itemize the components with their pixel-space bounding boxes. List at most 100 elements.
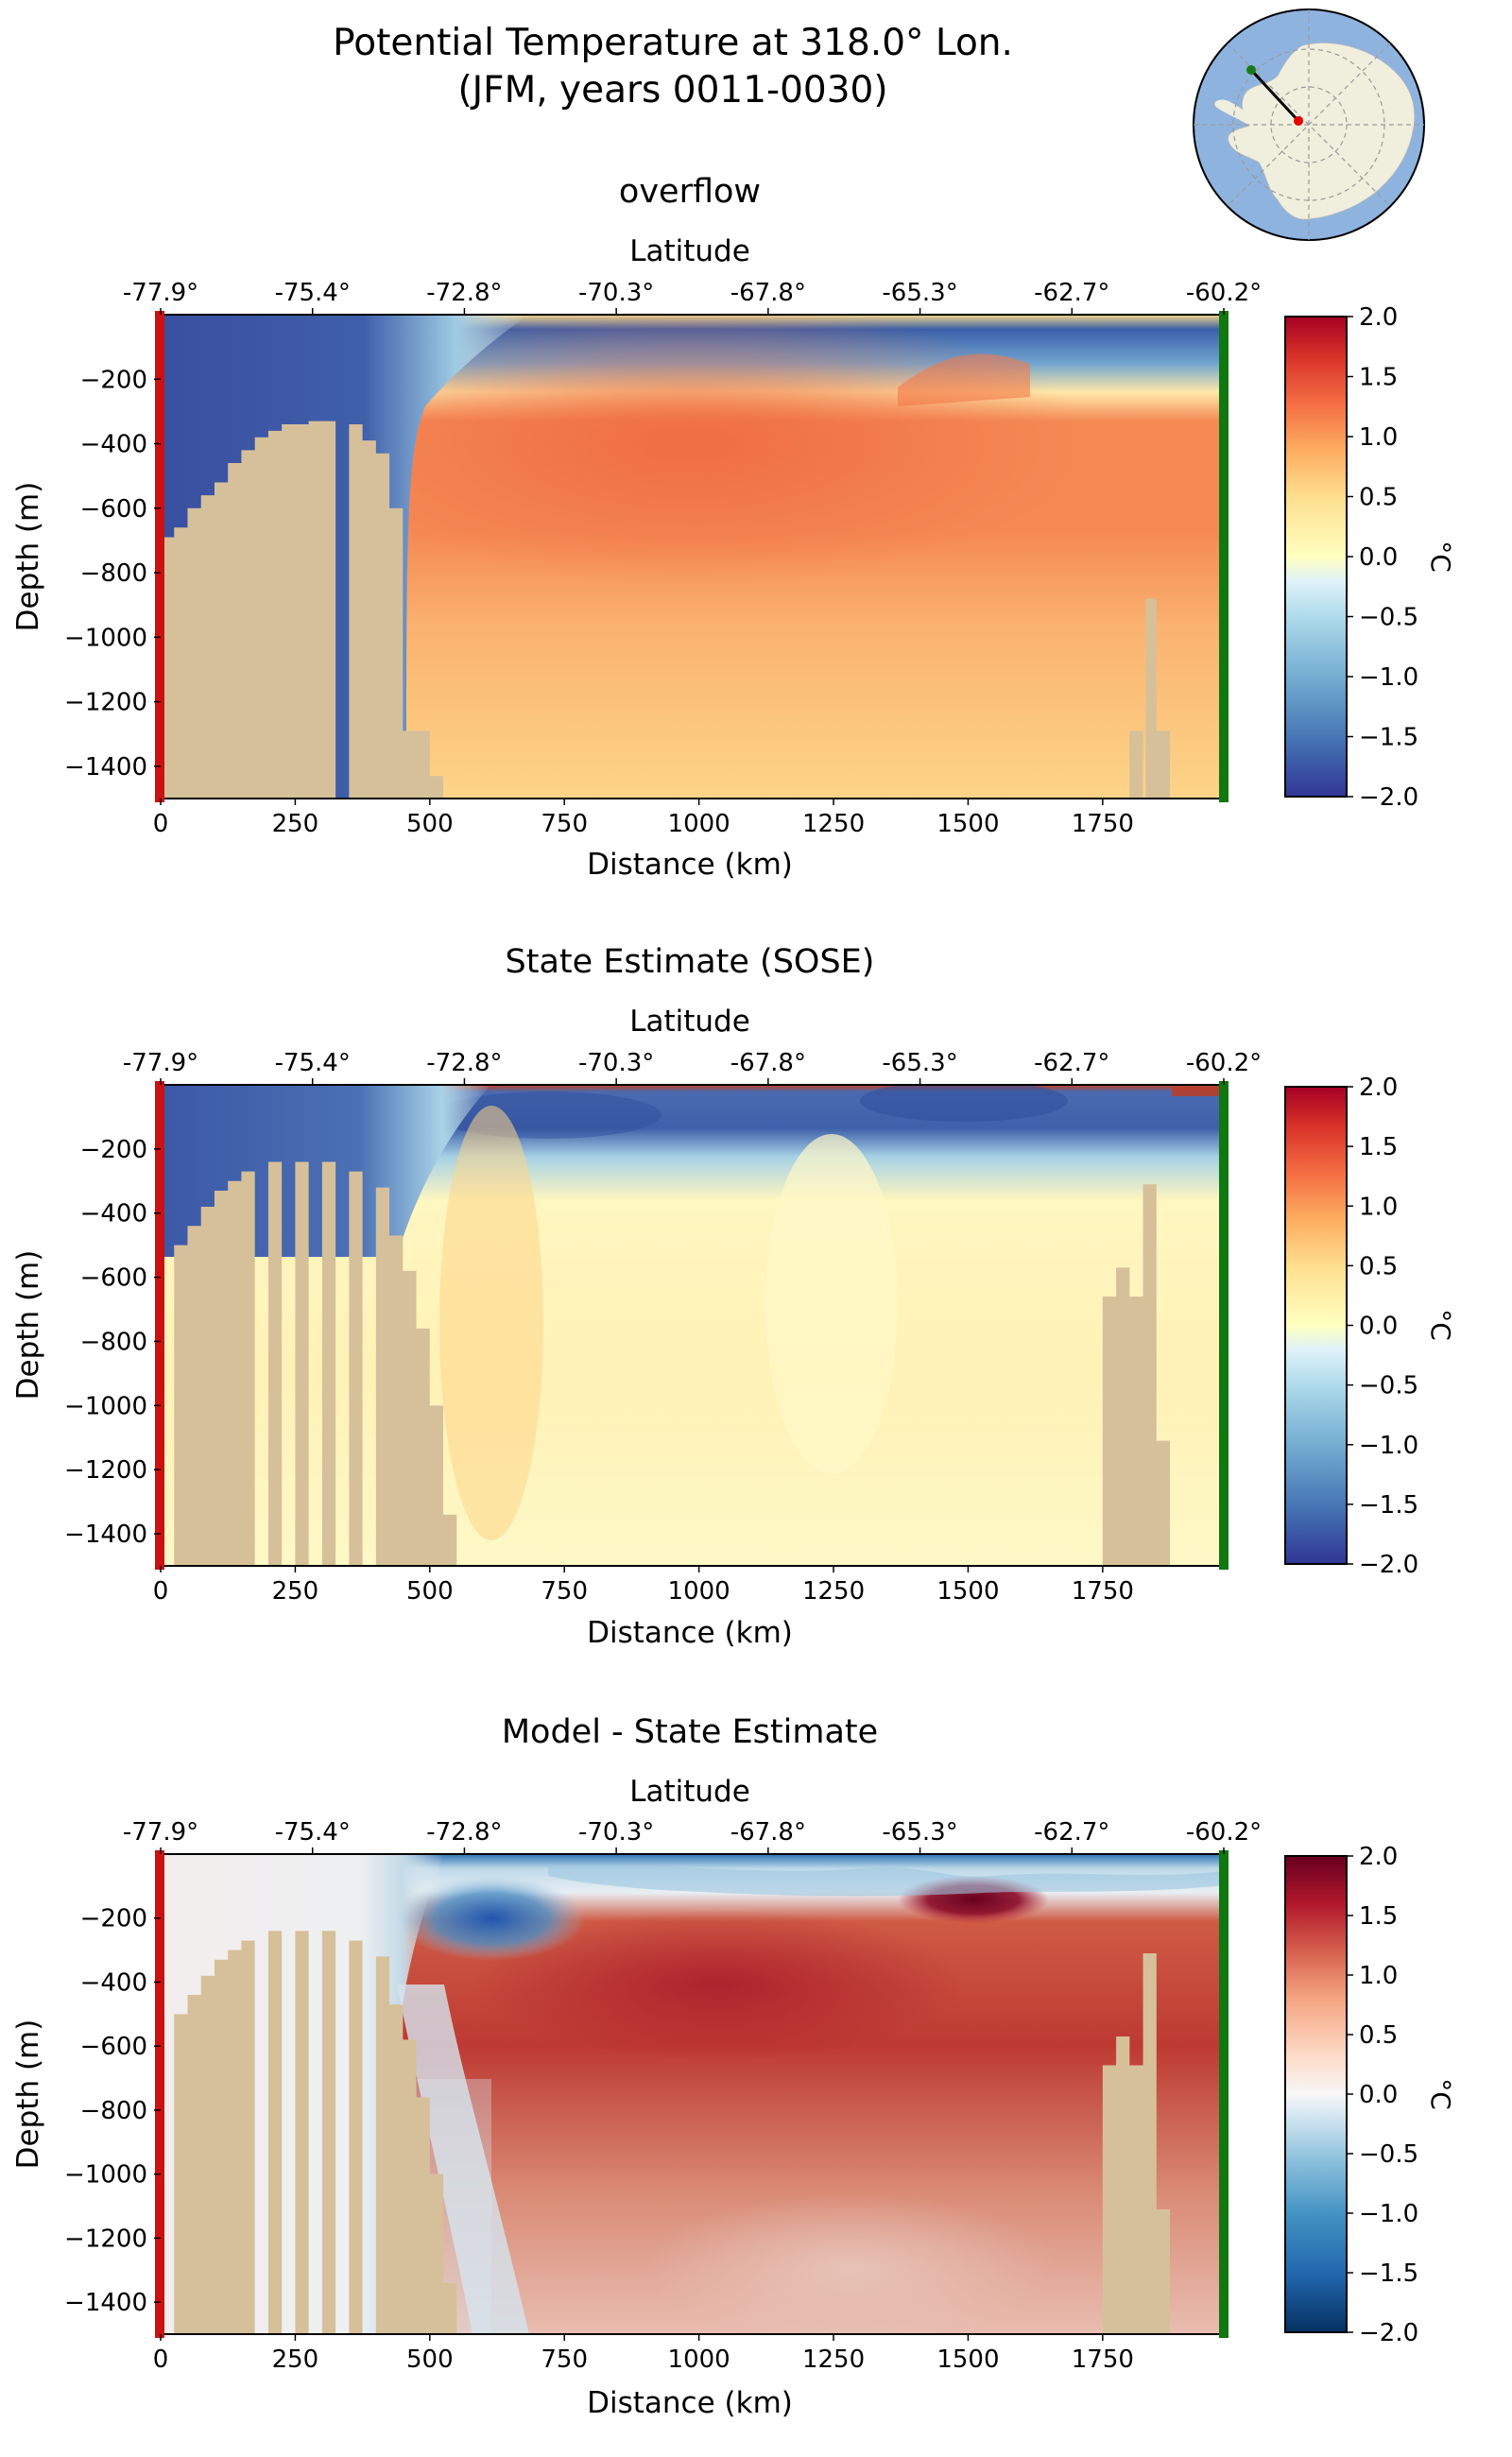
latitude-tick-label: -65.3° [882, 1818, 957, 1847]
x-tick-label: 250 [272, 810, 319, 838]
x-axis-title: Distance (km) [587, 2386, 793, 2420]
colorbar-tick-label: 0.0 [1359, 1313, 1398, 1341]
section-end-bar [1219, 1850, 1228, 2338]
latitude-tick-label: -60.2° [1186, 1818, 1262, 1847]
x-axis-title: Distance (km) [587, 1616, 793, 1650]
y-tick-label: −800 [80, 2097, 147, 2125]
panel-overflow: overflow Latitude 0 250 500 750 1000 1250 1500… [11, 173, 1456, 882]
figure-title-line1: Potential Temperature at 318.0° Lon. [333, 22, 1013, 64]
colorbar-label: °C [1425, 1309, 1456, 1341]
x-tick-label: 1750 [1072, 2345, 1134, 2374]
x-tick-label: 500 [406, 810, 454, 838]
y-tick-label: −600 [80, 495, 147, 524]
y-tick-label: −200 [80, 1136, 147, 1164]
y-tick-label: −600 [80, 1264, 147, 1293]
temperature-field [161, 1085, 1224, 1566]
y-tick-label: −1200 [64, 1456, 147, 1485]
x-tick-label: 1250 [802, 810, 865, 838]
colorbar-tick-label: −1.5 [1359, 1491, 1418, 1520]
latitude-tick-label: -70.3° [578, 1049, 654, 1077]
y-tick-label: −200 [80, 366, 147, 394]
colorbar-tick-label: 0.0 [1359, 2081, 1398, 2109]
section-end-marker [1246, 65, 1256, 75]
axes: 0 250 500 750 1000 1250 1500 1750 −200 −400 −600 −8… [64, 1818, 1262, 2374]
colorbar-tick-label: 1.0 [1359, 1962, 1398, 1990]
colorbar-tick-label: 0.5 [1359, 1252, 1398, 1280]
panel-model-minus-estimate: Model - State Estimate Latitude 0 250 500 7… [11, 1713, 1456, 2420]
x-tick-label: 1500 [936, 810, 999, 838]
colorbar-tick-label: 0.5 [1359, 2021, 1398, 2050]
axes: 0 250 500 750 1000 1250 1500 1750 −200 −400 −600 −8… [64, 1049, 1262, 1606]
colorbar-tick-label: 0.0 [1359, 543, 1398, 572]
latitude-tick-label: -70.3° [578, 1818, 654, 1847]
panel-title: overflow [619, 173, 761, 211]
colorbar-label: °C [1425, 541, 1456, 573]
top-axis-title: Latitude [629, 234, 750, 268]
x-tick-label: 1500 [936, 1577, 999, 1606]
y-tick-label: −1000 [64, 1392, 147, 1420]
x-tick-label: 1500 [936, 2345, 999, 2374]
latitude-tick-label: -62.7° [1034, 1049, 1109, 1077]
bathymetry [161, 1931, 1171, 2334]
colorbar-tick-label: −0.5 [1359, 604, 1418, 632]
colorbar-tick-label: −1.0 [1359, 663, 1418, 692]
latitude-tick-label: -77.9° [123, 1049, 198, 1077]
y-tick-label: −400 [80, 431, 147, 459]
y-tick-label: −1400 [64, 1521, 147, 1549]
x-tick-label: 500 [406, 2345, 454, 2374]
latitude-tick-label: -67.8° [730, 279, 806, 307]
colorbar-tick-label: 2.0 [1359, 303, 1398, 332]
colorbar-ticks: 2.0 1.5 1.0 0.5 0.0 −0.5 −1.0 −1.5 −2.0 [1347, 1843, 1418, 2347]
colorbar-tick-label: 1.5 [1359, 1133, 1398, 1161]
colorbar-ticks: 2.0 1.5 1.0 0.5 0.0 −0.5 −1.0 −1.5 −2.0 [1347, 1074, 1418, 1579]
x-tick-label: 750 [541, 810, 588, 838]
colorbar-tick-label: 0.5 [1359, 484, 1398, 512]
x-tick-label: 0 [153, 2345, 169, 2374]
antarctica-map-icon [1193, 9, 1425, 241]
colorbar-tick-label: 1.0 [1359, 1193, 1398, 1221]
x-tick-label: 1000 [668, 2345, 730, 2374]
colorbar-tick-label: −1.5 [1359, 2259, 1418, 2288]
latitude-tick-label: -72.8° [426, 279, 502, 307]
y-tick-label: −800 [80, 559, 147, 588]
colorbar [1284, 316, 1348, 798]
x-tick-label: 1000 [668, 810, 730, 838]
x-tick-label: 1000 [668, 1577, 730, 1606]
temperature-field [161, 315, 1224, 799]
x-tick-label: 750 [541, 2345, 588, 2374]
latitude-tick-label: -77.9° [123, 279, 198, 307]
x-tick-label: 750 [541, 1577, 588, 1606]
latitude-tick-label: -60.2° [1186, 1049, 1262, 1077]
latitude-tick-label: -65.3° [882, 279, 957, 307]
x-tick-label: 500 [406, 1577, 454, 1606]
section-start-bar [155, 1081, 164, 1570]
temperature-anomaly-field [161, 1854, 1224, 2334]
x-tick-label: 1250 [802, 2345, 865, 2374]
colorbar-tick-label: −1.0 [1359, 1432, 1418, 1460]
bathymetry [161, 1161, 1171, 1566]
colorbar-tick-label: −1.5 [1359, 724, 1418, 752]
latitude-tick-label: -60.2° [1186, 279, 1262, 307]
colorbar-tick-label: −2.0 [1359, 783, 1418, 812]
x-tick-label: 0 [153, 810, 169, 838]
y-tick-label: −1400 [64, 753, 147, 782]
colorbar-tick-label: 2.0 [1359, 1074, 1398, 1102]
colorbar-tick-label: −0.5 [1359, 1372, 1418, 1400]
section-end-bar [1219, 1081, 1228, 1570]
colorbar [1284, 1086, 1348, 1565]
top-axis-title: Latitude [629, 1775, 750, 1809]
x-tick-label: 1750 [1072, 1577, 1134, 1606]
y-tick-label: −400 [80, 1200, 147, 1228]
panel-title: Model - State Estimate [502, 1713, 878, 1751]
y-tick-label: −400 [80, 1968, 147, 1997]
panel-state-estimate: State Estimate (SOSE) Latitude 0 250 500 75… [11, 943, 1456, 1650]
y-tick-label: −200 [80, 1905, 147, 1933]
colorbar-label: °C [1425, 2078, 1456, 2110]
figure-title-line2: (JFM, years 0011-0030) [457, 69, 887, 112]
colorbar-tick-label: −0.5 [1359, 2140, 1418, 2169]
section-start-bar [155, 311, 164, 802]
colorbar-tick-label: −1.0 [1359, 2200, 1418, 2228]
y-tick-label: −1000 [64, 2161, 147, 2190]
section-start-bar [155, 1850, 164, 2338]
